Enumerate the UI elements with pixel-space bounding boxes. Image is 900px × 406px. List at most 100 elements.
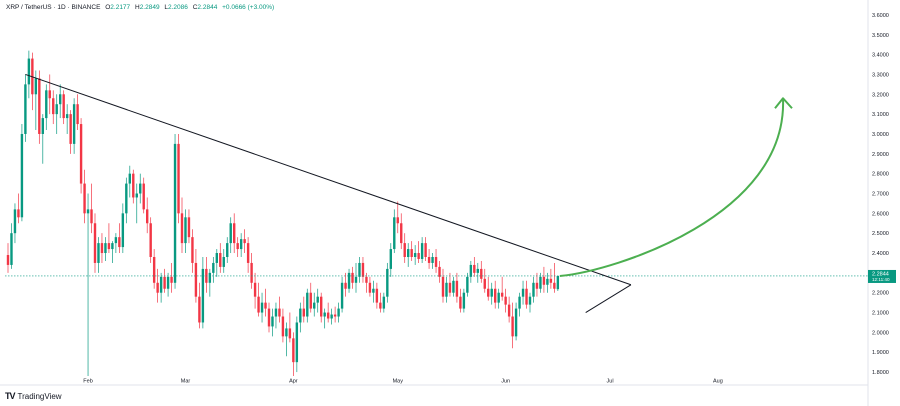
candle-body — [549, 278, 553, 283]
candle — [424, 237, 427, 261]
close-value: 2.2844 — [197, 4, 218, 11]
candle-body — [156, 282, 159, 293]
price-tick-label: 2.4000 — [872, 251, 889, 257]
candle — [250, 253, 253, 289]
candle — [514, 302, 518, 341]
high-label: H — [134, 4, 140, 11]
candle — [434, 249, 438, 273]
candle-body — [59, 94, 62, 105]
candle-body — [236, 243, 239, 250]
candle-body — [257, 296, 260, 313]
candle — [483, 268, 486, 293]
candle-body — [396, 217, 399, 224]
candle — [24, 74, 27, 142]
candle — [93, 213, 97, 273]
tradingview-logo[interactable]: TV TradingView — [5, 391, 62, 401]
price-tick-label: 3.5000 — [872, 33, 889, 39]
candle-body — [229, 223, 232, 244]
candle — [27, 50, 31, 99]
candle-body — [107, 243, 111, 250]
candle-body — [6, 255, 10, 265]
candle-body — [10, 233, 13, 265]
candlestick-series — [6, 50, 560, 377]
candle — [72, 98, 76, 154]
candle-body — [111, 243, 114, 250]
support-trendline — [585, 284, 632, 313]
candle — [128, 165, 131, 198]
candle — [142, 177, 145, 214]
candle-body — [448, 282, 452, 293]
candle-body — [52, 98, 55, 115]
candle — [100, 233, 104, 263]
candle-body — [285, 328, 288, 337]
candle — [48, 74, 51, 115]
candle-body — [532, 282, 535, 297]
candle — [10, 223, 13, 269]
candle-body — [55, 104, 58, 115]
candle — [528, 292, 532, 313]
candle-body — [208, 272, 212, 283]
resistance-trendline — [25, 73, 632, 286]
candle — [236, 237, 239, 257]
candle-body — [333, 314, 337, 317]
candle-body — [299, 308, 302, 323]
candle-body — [173, 143, 177, 283]
candle-body — [400, 223, 403, 244]
candle-body — [514, 308, 518, 337]
candle — [170, 262, 173, 293]
symbol-title: XRP / TetherUS · 1D · BINANCE — [6, 4, 101, 11]
candle — [466, 272, 469, 297]
candle-body — [48, 90, 51, 99]
candle — [271, 308, 274, 337]
candle — [191, 229, 194, 273]
candle — [274, 302, 278, 329]
candle-body — [389, 249, 392, 269]
candle — [354, 262, 358, 293]
candle-body — [379, 302, 382, 309]
candle-body — [132, 173, 135, 198]
price-tick-label: 3.1000 — [872, 112, 889, 118]
candle-body — [215, 253, 218, 263]
candle — [441, 268, 445, 303]
candle — [226, 237, 229, 263]
candle — [340, 276, 344, 313]
candle-body — [553, 282, 556, 289]
candle-body — [222, 256, 225, 267]
candle-body — [152, 256, 156, 283]
candle-body — [413, 253, 417, 257]
candle-body — [466, 276, 469, 293]
candle-body — [306, 292, 309, 317]
candle-body — [114, 237, 118, 244]
candle — [521, 280, 525, 305]
candle — [546, 272, 549, 293]
candle — [257, 282, 260, 317]
candle — [52, 90, 55, 125]
candle-body — [490, 288, 493, 297]
candle-body — [438, 266, 441, 277]
candle-body — [424, 243, 427, 257]
candle-body — [455, 280, 459, 297]
candle — [233, 213, 236, 254]
candle-body — [24, 84, 27, 134]
candle-body — [445, 282, 448, 297]
candle-body — [139, 183, 142, 194]
candle-body — [410, 249, 413, 257]
symbol-legend: XRP / TetherUS · 1D · BINANCE O2.2177 H2… — [6, 4, 274, 11]
candle-body — [528, 296, 532, 305]
candle — [452, 276, 455, 297]
last-price-badge — [868, 269, 896, 283]
candle — [173, 133, 177, 289]
candle-body — [420, 243, 424, 259]
candle-body — [344, 282, 347, 289]
price-tick-label: 3.6000 — [872, 13, 889, 19]
candle — [288, 312, 292, 343]
time-axis: Feb Mar Apr May Jun Jul Aug — [0, 379, 868, 386]
candle — [45, 84, 48, 131]
candle-body — [393, 217, 396, 250]
candle — [358, 256, 361, 283]
candle-body — [17, 209, 20, 218]
candle — [114, 233, 118, 254]
candle — [90, 183, 93, 234]
candle-body — [494, 288, 497, 303]
